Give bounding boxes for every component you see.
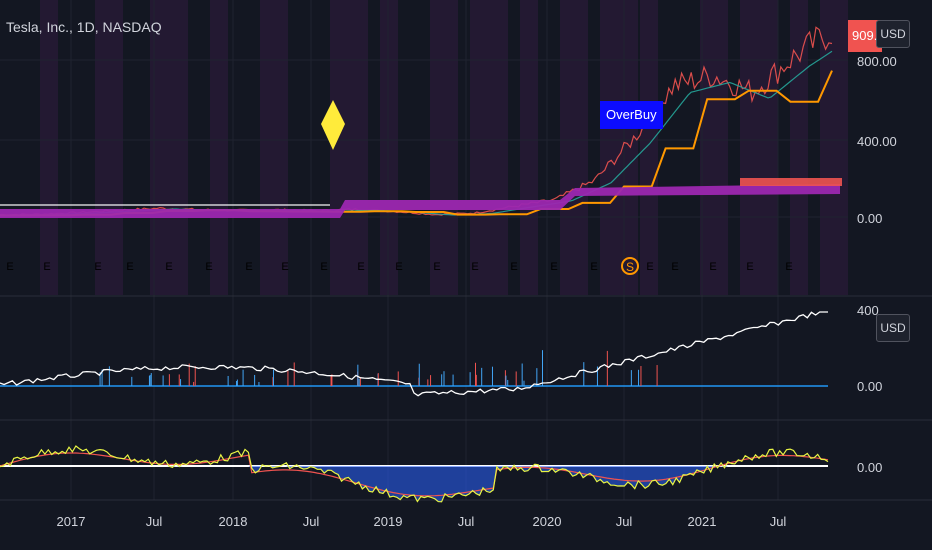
price-axis-label: 800.00 xyxy=(857,54,897,69)
date-axis-label: 2020 xyxy=(532,514,562,529)
earnings-marker-label: E xyxy=(646,261,653,273)
date-axis-label: 2017 xyxy=(56,514,86,529)
earnings-marker-label: E xyxy=(671,261,678,273)
signal-background-band xyxy=(560,0,588,295)
earnings-marker-label: E xyxy=(433,261,440,273)
date-axis-label: Jul xyxy=(302,514,320,529)
support-band xyxy=(0,184,840,218)
oscillator-area xyxy=(0,466,828,502)
date-axis-label: Jul xyxy=(769,514,787,529)
split-marker-icon xyxy=(621,257,639,275)
volume-axis-label: 0.00 xyxy=(857,379,883,394)
resistance-band xyxy=(740,178,842,186)
signal-background-band xyxy=(95,0,123,295)
signal-background-band xyxy=(740,0,778,295)
earnings-marker-label: E xyxy=(395,261,402,273)
signal-background-band xyxy=(600,0,638,295)
overbuy-label: OverBuy xyxy=(600,101,663,129)
date-axis-label: 2019 xyxy=(373,514,403,529)
earnings-marker-label: E xyxy=(6,261,13,273)
signal-background-band xyxy=(790,0,808,295)
earnings-marker-label: E xyxy=(165,261,172,273)
chart-title: Tesla, Inc., 1D, NASDAQ xyxy=(6,19,162,35)
date-axis-label: Jul xyxy=(145,514,163,529)
earnings-marker-label: E xyxy=(357,261,364,273)
earnings-marker-label: E xyxy=(43,261,50,273)
earnings-marker-label: E xyxy=(205,261,212,273)
signal-background-band xyxy=(700,0,728,295)
signal-background-band xyxy=(210,0,228,295)
signal-background-band xyxy=(430,0,458,295)
signal-background-band xyxy=(330,0,368,295)
volume-unit-button[interactable]: USD xyxy=(876,314,910,342)
earnings-marker-label: E xyxy=(281,261,288,273)
earnings-marker-label: E xyxy=(785,261,792,273)
earnings-marker-label: E xyxy=(320,261,327,273)
earnings-marker-label: E xyxy=(746,261,753,273)
signal-background-band xyxy=(260,0,288,295)
earnings-marker-label: E xyxy=(709,261,716,273)
signal-background-band xyxy=(150,0,188,295)
earnings-marker-label: E xyxy=(94,261,101,273)
date-axis-label: 2018 xyxy=(218,514,248,529)
signal-background-band xyxy=(40,0,58,295)
price-axis-label: 400.00 xyxy=(857,134,897,149)
price-axis-label: 0.00 xyxy=(857,211,883,226)
price-series-line xyxy=(0,26,833,216)
signal-background-band xyxy=(640,0,658,295)
signal-background-band xyxy=(470,0,508,295)
earnings-marker-label: E xyxy=(126,261,133,273)
volume-line xyxy=(0,311,828,397)
date-axis-label: 2021 xyxy=(687,514,717,529)
earnings-marker-label: E xyxy=(471,261,478,273)
signal-background-band xyxy=(820,0,848,295)
earnings-marker-label: E xyxy=(510,261,517,273)
oscillator-axis-label: 0.00 xyxy=(857,460,883,475)
date-axis-label: Jul xyxy=(457,514,475,529)
date-axis-label: Jul xyxy=(615,514,633,529)
volume-axis-label: 400000000 xyxy=(857,303,879,318)
diamond-icon xyxy=(321,100,345,150)
oscillator-line xyxy=(0,445,829,503)
earnings-marker-label: E xyxy=(550,261,557,273)
currency-unit-button[interactable]: USD xyxy=(876,20,910,48)
earnings-marker-label: E xyxy=(245,261,252,273)
split-marker-label: S xyxy=(626,260,634,274)
signal-background-band xyxy=(520,0,538,295)
earnings-marker-label: E xyxy=(590,261,597,273)
signal-background-band xyxy=(380,0,398,295)
